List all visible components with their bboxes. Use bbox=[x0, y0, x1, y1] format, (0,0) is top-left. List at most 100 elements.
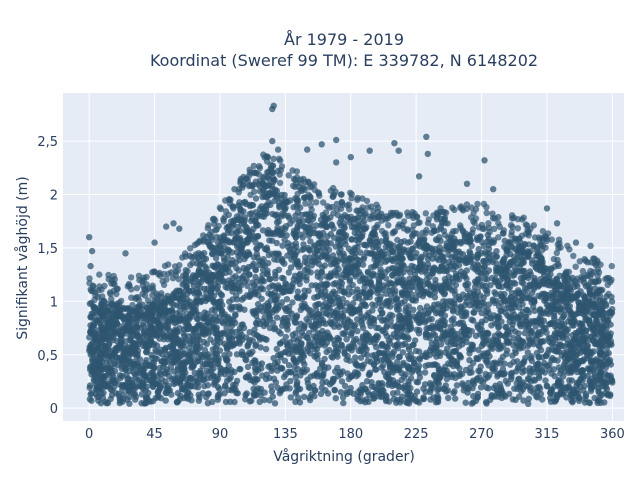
data-point bbox=[434, 300, 442, 308]
data-point bbox=[437, 341, 445, 348]
data-point bbox=[483, 290, 491, 297]
data-point bbox=[162, 309, 169, 317]
data-point bbox=[407, 238, 414, 245]
data-point bbox=[389, 249, 396, 256]
data-point bbox=[325, 364, 332, 371]
data-point bbox=[295, 276, 302, 283]
data-point bbox=[551, 315, 558, 322]
data-point bbox=[503, 251, 510, 259]
data-point bbox=[465, 384, 472, 391]
data-point bbox=[309, 323, 316, 330]
data-point bbox=[250, 282, 258, 289]
data-point bbox=[367, 241, 374, 248]
data-point bbox=[114, 362, 121, 369]
data-point bbox=[193, 348, 200, 356]
data-point bbox=[606, 358, 613, 366]
data-point bbox=[590, 337, 597, 344]
data-point bbox=[222, 398, 230, 406]
data-point bbox=[173, 302, 181, 309]
data-point bbox=[444, 338, 451, 345]
data-point bbox=[468, 242, 475, 249]
data-point bbox=[495, 303, 503, 310]
data-point bbox=[269, 309, 276, 316]
data-point bbox=[320, 281, 327, 288]
data-point bbox=[232, 311, 239, 318]
data-point bbox=[262, 345, 270, 353]
data-point bbox=[551, 383, 558, 390]
data-point bbox=[281, 236, 288, 243]
data-point bbox=[383, 393, 390, 400]
data-point bbox=[348, 236, 356, 243]
data-point bbox=[394, 329, 401, 336]
data-point bbox=[216, 250, 223, 257]
data-point bbox=[512, 396, 519, 403]
data-point bbox=[279, 338, 286, 345]
data-point bbox=[273, 345, 280, 353]
data-point bbox=[560, 321, 568, 328]
data-point bbox=[514, 254, 521, 262]
data-point bbox=[348, 223, 356, 231]
data-point bbox=[539, 354, 546, 361]
data-point bbox=[194, 281, 202, 288]
data-point bbox=[500, 371, 508, 378]
data-point bbox=[367, 279, 374, 286]
data-point bbox=[341, 382, 349, 390]
data-point bbox=[499, 353, 507, 360]
data-point bbox=[386, 360, 393, 368]
data-point bbox=[567, 342, 574, 349]
data-point bbox=[588, 385, 595, 392]
data-point bbox=[449, 260, 456, 267]
data-point bbox=[539, 396, 546, 403]
data-point bbox=[591, 373, 599, 380]
data-point bbox=[421, 243, 428, 251]
data-point bbox=[437, 373, 444, 381]
data-point bbox=[534, 329, 541, 337]
data-point bbox=[252, 342, 259, 350]
data-point bbox=[284, 326, 291, 333]
data-point bbox=[485, 330, 492, 337]
data-point bbox=[478, 238, 486, 246]
data-point bbox=[485, 301, 493, 308]
data-point bbox=[217, 269, 224, 276]
data-point bbox=[290, 204, 297, 211]
data-point bbox=[314, 286, 322, 293]
data-point bbox=[462, 399, 469, 406]
data-point bbox=[180, 330, 187, 337]
data-point bbox=[86, 384, 93, 391]
data-point bbox=[139, 385, 147, 392]
data-point bbox=[512, 347, 519, 354]
data-point bbox=[195, 397, 203, 404]
data-point bbox=[405, 335, 412, 343]
data-point bbox=[269, 282, 276, 289]
data-point bbox=[392, 287, 399, 294]
data-point bbox=[170, 358, 178, 365]
data-point bbox=[400, 268, 407, 276]
data-point bbox=[432, 361, 439, 368]
data-point bbox=[363, 294, 370, 301]
data-point bbox=[322, 387, 329, 394]
data-point bbox=[398, 299, 405, 307]
data-point bbox=[420, 394, 427, 401]
data-point bbox=[87, 313, 94, 321]
data-point bbox=[566, 356, 574, 363]
data-point bbox=[586, 298, 593, 305]
data-point bbox=[220, 320, 227, 327]
data-point bbox=[587, 290, 595, 298]
data-point bbox=[489, 360, 497, 367]
data-point bbox=[538, 290, 546, 298]
data-point bbox=[500, 295, 507, 302]
data-point bbox=[287, 264, 295, 271]
data-point bbox=[445, 251, 452, 258]
data-point bbox=[572, 359, 579, 366]
data-point bbox=[429, 322, 436, 329]
data-point bbox=[257, 344, 264, 351]
data-point bbox=[306, 311, 313, 319]
data-point bbox=[240, 294, 248, 301]
data-point bbox=[275, 251, 282, 259]
data-point bbox=[603, 350, 610, 358]
data-point bbox=[548, 265, 555, 273]
data-point bbox=[601, 390, 609, 397]
data-point bbox=[287, 394, 294, 401]
data-point bbox=[493, 270, 500, 277]
data-point bbox=[489, 345, 496, 352]
